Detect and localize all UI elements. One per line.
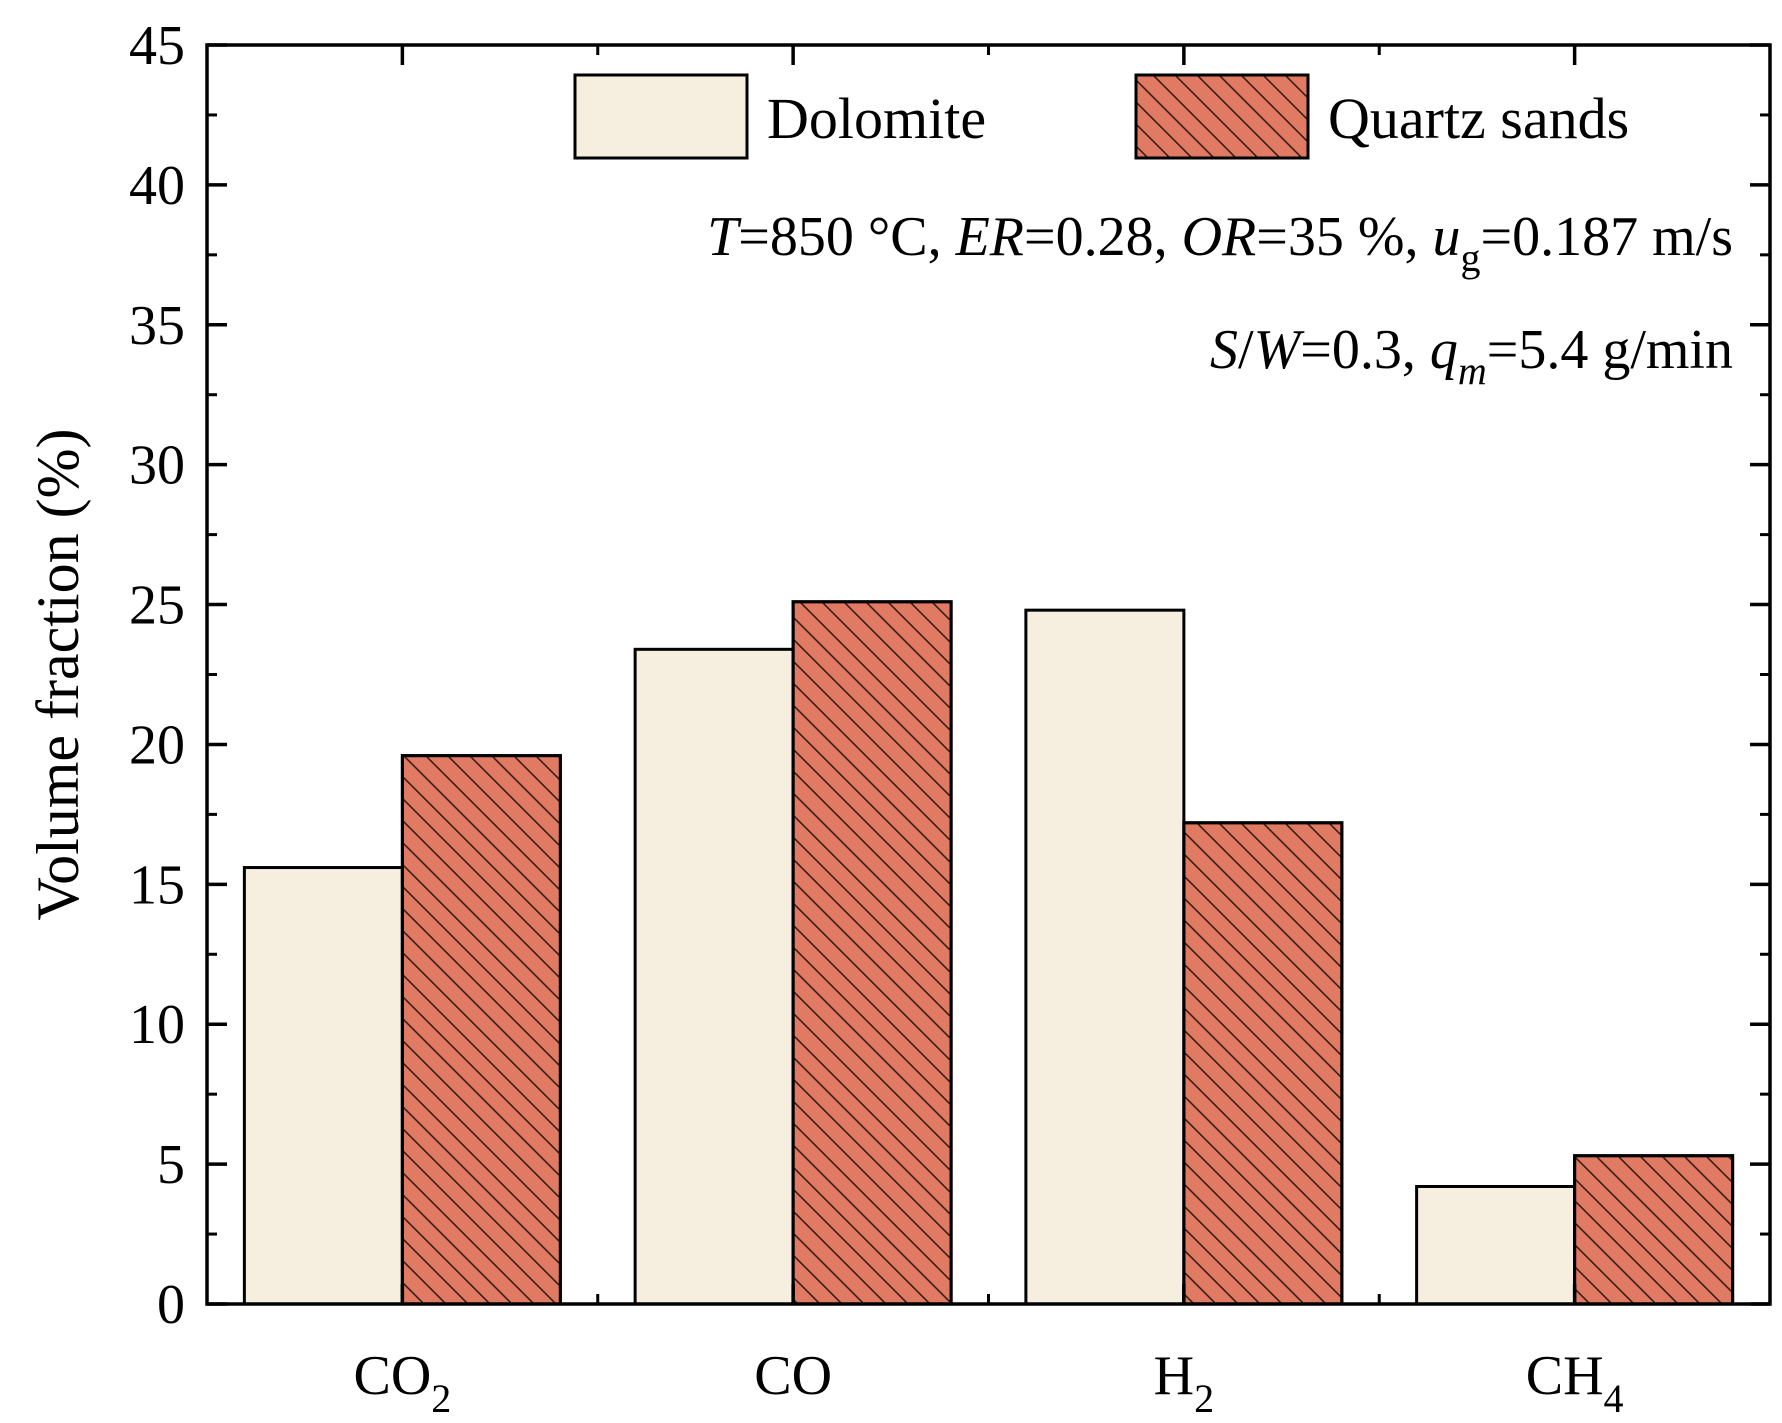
x-tick-label: CO bbox=[754, 1345, 832, 1407]
y-tick-label: 5 bbox=[157, 1134, 185, 1196]
bar-dolomite-3 bbox=[1024, 608, 1186, 1306]
bar-dolomite-1 bbox=[242, 866, 404, 1306]
bar-quartz-sands-3-hatch bbox=[1182, 821, 1344, 1306]
legend-swatch-quartz-sands-hatch bbox=[1134, 73, 1310, 160]
y-tick-label: 20 bbox=[129, 714, 185, 776]
y-tick-label: 45 bbox=[129, 15, 185, 77]
x-tick-label: CH4 bbox=[1526, 1345, 1624, 1421]
bar-quartz-sands-1-hatch bbox=[400, 754, 562, 1306]
bar-quartz-sands-4-hatch bbox=[1573, 1154, 1735, 1306]
x-tick-label: CO2 bbox=[353, 1345, 451, 1421]
bar-dolomite-4 bbox=[1415, 1184, 1577, 1306]
y-axis-title: Volume fraction (%) bbox=[25, 428, 91, 920]
y-tick-label: 30 bbox=[129, 435, 185, 497]
y-tick-label: 10 bbox=[129, 994, 185, 1056]
y-tick-label: 15 bbox=[129, 854, 185, 916]
condition-line-1: T=850 °C, ER=0.28, OR=35 %, ug=0.187 m/s bbox=[707, 206, 1733, 280]
legend-label: Quartz sands bbox=[1328, 86, 1629, 151]
y-tick-label: 40 bbox=[129, 155, 185, 217]
y-tick-label: 0 bbox=[157, 1274, 185, 1336]
y-tick-label: 35 bbox=[129, 295, 185, 357]
legend-swatch-dolomite bbox=[573, 73, 749, 160]
condition-line-2: S/W=0.3, qm=5.4 g/min bbox=[1210, 319, 1733, 393]
x-tick-label: H2 bbox=[1154, 1345, 1214, 1421]
legend-label: Dolomite bbox=[767, 86, 986, 151]
y-tick-label: 25 bbox=[129, 575, 185, 637]
bar-quartz-sands-2-hatch bbox=[791, 600, 953, 1306]
bar-dolomite-2 bbox=[633, 647, 795, 1306]
